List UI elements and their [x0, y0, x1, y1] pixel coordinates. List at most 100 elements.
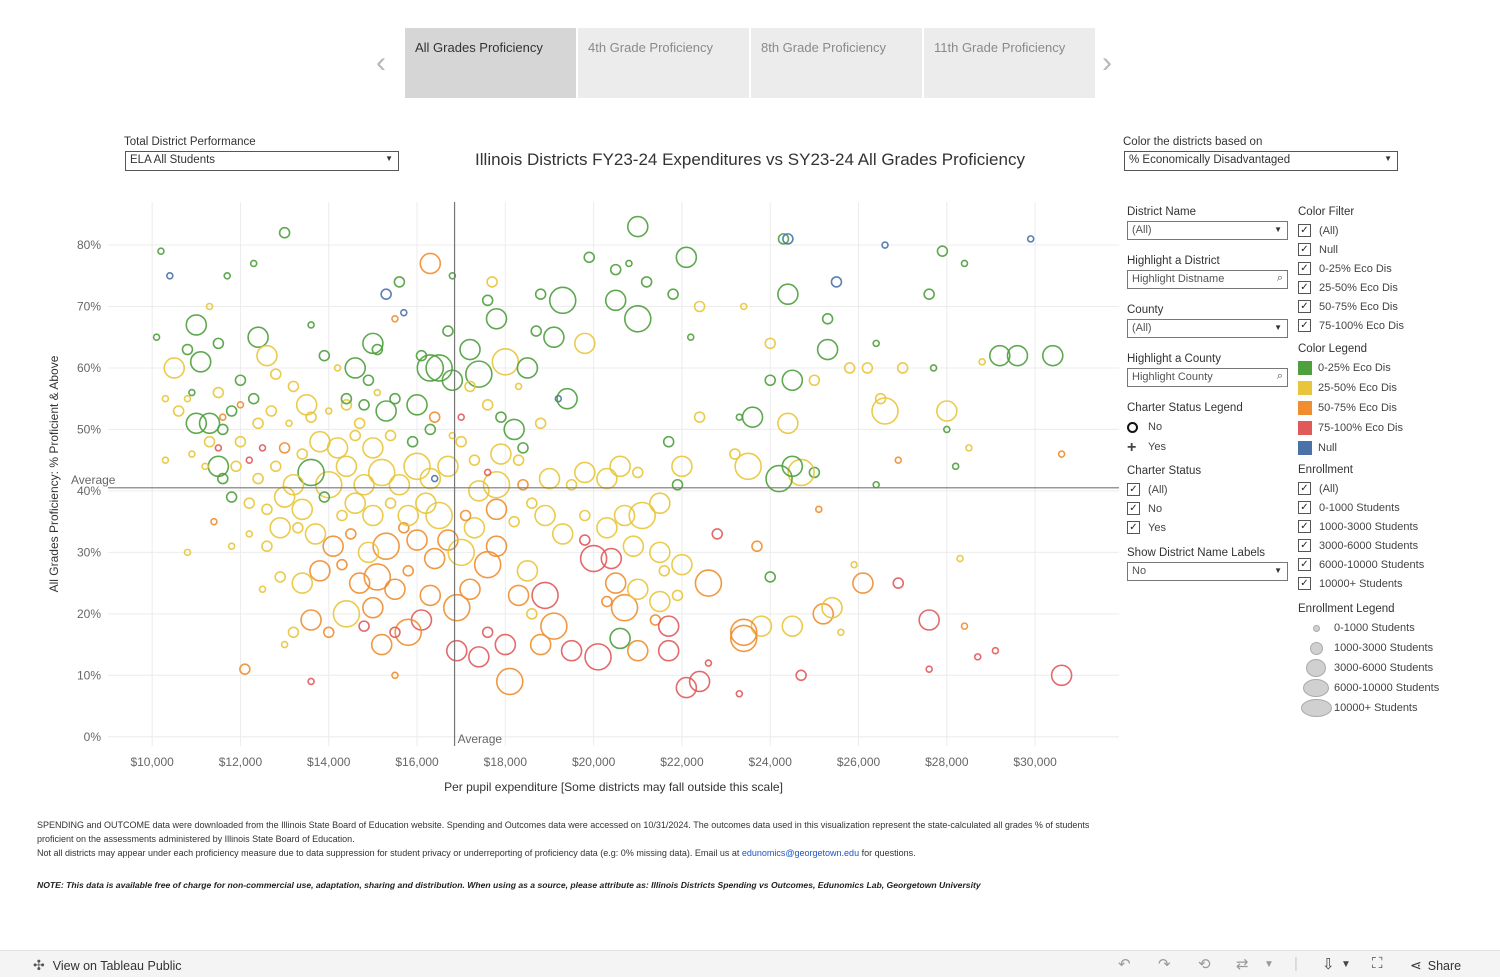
district-point[interactable]	[843, 362, 856, 374]
district-point[interactable]	[183, 548, 192, 557]
district-point[interactable]	[448, 431, 457, 440]
district-point[interactable]	[455, 435, 467, 448]
district-point[interactable]	[613, 504, 636, 527]
district-point[interactable]	[892, 577, 905, 589]
district-point[interactable]	[437, 455, 459, 478]
district-point[interactable]	[482, 470, 511, 499]
district-point[interactable]	[203, 435, 216, 448]
district-point[interactable]	[657, 615, 680, 637]
tab-11th-grade[interactable]: 11th Grade Proficiency	[924, 28, 1095, 98]
download-icon[interactable]: ⇩	[1322, 956, 1335, 973]
district-point[interactable]	[604, 289, 627, 312]
share-button[interactable]: ⋖ Share	[1410, 957, 1461, 974]
district-point[interactable]	[609, 455, 631, 478]
district-point[interactable]	[239, 663, 251, 675]
district-point[interactable]	[507, 584, 530, 607]
district-point[interactable]	[441, 369, 464, 392]
chevron-down-icon[interactable]: ▼	[1341, 959, 1351, 970]
checkbox-checked-icon[interactable]: ✓	[1298, 224, 1311, 237]
color-by-select[interactable]: % Economically Disadvantaged ▼	[1124, 151, 1398, 171]
district-point[interactable]	[157, 247, 165, 255]
district-point[interactable]	[391, 671, 399, 680]
district-point[interactable]	[394, 618, 423, 647]
district-point[interactable]	[929, 364, 938, 372]
district-point[interactable]	[212, 386, 225, 399]
checkbox-checked-icon[interactable]: ✓	[1298, 577, 1311, 590]
district-point[interactable]	[649, 492, 671, 514]
district-point[interactable]	[872, 480, 880, 489]
district-point[interactable]	[795, 669, 807, 682]
revert-icon[interactable]: ⟲	[1198, 956, 1211, 973]
district-point[interactable]	[425, 501, 453, 530]
district-point[interactable]	[249, 259, 258, 268]
district-point[interactable]	[448, 271, 457, 280]
district-point[interactable]	[353, 473, 375, 496]
district-point[interactable]	[419, 252, 442, 275]
district-point[interactable]	[485, 307, 508, 330]
district-point[interactable]	[198, 412, 221, 435]
highlight-district-input[interactable]: Highlight Distname ⌕	[1127, 270, 1288, 289]
district-point[interactable]	[357, 541, 380, 564]
district-point[interactable]	[218, 413, 227, 421]
district-point[interactable]	[894, 456, 903, 464]
checkbox-checked-icon[interactable]: ✓	[1127, 483, 1140, 496]
district-point[interactable]	[640, 276, 653, 288]
district-point[interactable]	[960, 259, 969, 268]
district-point[interactable]	[393, 276, 406, 288]
district-point[interactable]	[565, 478, 578, 491]
district-point[interactable]	[406, 529, 428, 551]
district-point[interactable]	[777, 283, 799, 306]
district-point[interactable]	[729, 624, 758, 653]
district-point[interactable]	[688, 670, 711, 693]
district-point[interactable]	[548, 286, 577, 315]
district-point[interactable]	[318, 349, 331, 362]
district-point[interactable]	[152, 333, 161, 342]
district-point[interactable]	[1041, 344, 1064, 367]
district-point[interactable]	[269, 368, 282, 380]
district-point[interactable]	[252, 417, 264, 430]
district-point[interactable]	[362, 332, 384, 355]
district-point[interactable]	[358, 620, 370, 632]
district-point[interactable]	[189, 351, 212, 373]
district-point[interactable]	[764, 374, 777, 387]
district-point[interactable]	[223, 271, 232, 280]
district-point[interactable]	[362, 504, 384, 527]
fullscreen-icon[interactable]: ⛶	[1372, 955, 1383, 972]
checkbox-checked-icon[interactable]: ✓	[1298, 262, 1311, 275]
enrollment-option[interactable]: ✓ 10000+ Students	[1298, 574, 1439, 593]
charter-status-no[interactable]: ✓ No	[1127, 499, 1288, 518]
district-point[interactable]	[265, 405, 278, 417]
district-point[interactable]	[485, 535, 508, 558]
district-point[interactable]	[491, 348, 520, 376]
district-point[interactable]	[925, 665, 933, 673]
district-point[interactable]	[261, 503, 273, 516]
district-point[interactable]	[872, 339, 880, 348]
district-point[interactable]	[362, 596, 384, 619]
district-point[interactable]	[923, 288, 935, 301]
district-point[interactable]	[951, 462, 960, 471]
district-point[interactable]	[543, 326, 565, 349]
district-point[interactable]	[530, 325, 543, 337]
district-point[interactable]	[671, 589, 684, 602]
district-point[interactable]	[671, 478, 684, 491]
checkbox-checked-icon[interactable]: ✓	[1298, 300, 1311, 313]
district-point[interactable]	[764, 337, 777, 350]
district-point[interactable]	[406, 435, 419, 448]
district-point[interactable]	[384, 497, 397, 509]
district-point[interactable]	[416, 354, 445, 382]
district-point[interactable]	[609, 627, 631, 650]
district-point[interactable]	[481, 294, 494, 307]
district-point[interactable]	[291, 572, 314, 594]
district-point[interactable]	[326, 437, 349, 459]
district-point[interactable]	[601, 595, 613, 608]
district-point[interactable]	[371, 343, 384, 356]
district-point[interactable]	[373, 388, 382, 397]
color-filter-option[interactable]: ✓ 75-100% Eco Dis	[1298, 316, 1439, 335]
district-point[interactable]	[278, 226, 291, 239]
district-point[interactable]	[808, 466, 821, 479]
tab-all-grades[interactable]: All Grades Proficiency	[405, 28, 576, 98]
district-point[interactable]	[362, 374, 375, 387]
district-point[interactable]	[694, 569, 723, 597]
district-point[interactable]	[675, 676, 698, 699]
scatter-chart[interactable]: Average Average 0% 10% 20% 30% 40% 50% 60% 70% 80…	[40, 198, 1120, 798]
